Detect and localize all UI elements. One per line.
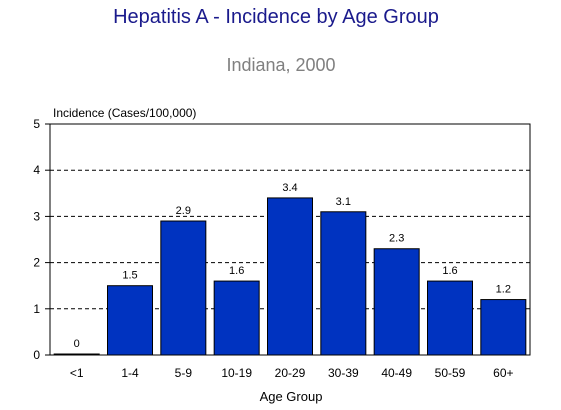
x-tick-label: 40-49 <box>381 366 412 380</box>
x-axis-label: Age Group <box>260 389 323 404</box>
data-label: 3.1 <box>336 196 351 208</box>
plot-frame <box>49 123 531 356</box>
y-tick-label: 4 <box>33 163 40 177</box>
data-label: 2.9 <box>176 205 191 217</box>
chart-subtitle: Indiana, 2000 <box>226 55 335 75</box>
x-tick-label: 5-9 <box>175 366 193 380</box>
data-label: 1.6 <box>442 265 457 277</box>
x-tick-label: 50-59 <box>435 366 466 380</box>
y-tick-label: 3 <box>33 209 40 223</box>
x-tick-label: 20-29 <box>275 366 306 380</box>
x-tick-label: 30-39 <box>328 366 359 380</box>
axes <box>45 123 531 356</box>
data-label: 1.2 <box>496 284 511 296</box>
y-tick-label: 1 <box>33 302 40 316</box>
bar-1-4 <box>107 285 153 356</box>
data-label: 1.5 <box>122 270 137 282</box>
bar-30-39 <box>320 211 367 356</box>
bar-5-9 <box>160 220 207 356</box>
x-tick-label: 10-19 <box>221 366 252 380</box>
bar-40-49 <box>373 248 420 356</box>
x-tick-label: 60+ <box>493 366 513 380</box>
y-axis-label: Incidence (Cases/100,000) <box>53 106 196 120</box>
bar-20-29 <box>267 197 313 356</box>
data-label: 2.3 <box>389 233 404 245</box>
y-tick-label: 2 <box>33 256 40 270</box>
y-tick-label: 0 <box>33 348 40 362</box>
bar-50-59 <box>427 280 473 356</box>
chart-title: Hepatitis A - Incidence by Age Group <box>113 6 439 28</box>
labels: 0 1 2 3 4 5 0 <1 1.5 1-4 2.9 5-9 1.6 10-19 3.4 20-29 3.1… <box>33 117 513 380</box>
y-tick-label: 5 <box>33 117 40 131</box>
bar-60+ <box>480 299 527 356</box>
x-tick-label: <1 <box>70 366 84 380</box>
bar-10-19 <box>213 280 260 356</box>
data-label: 3.4 <box>282 182 297 194</box>
data-label: 0 <box>74 338 80 350</box>
data-label: 1.6 <box>229 265 244 277</box>
x-tick-label: 1-4 <box>121 366 139 380</box>
